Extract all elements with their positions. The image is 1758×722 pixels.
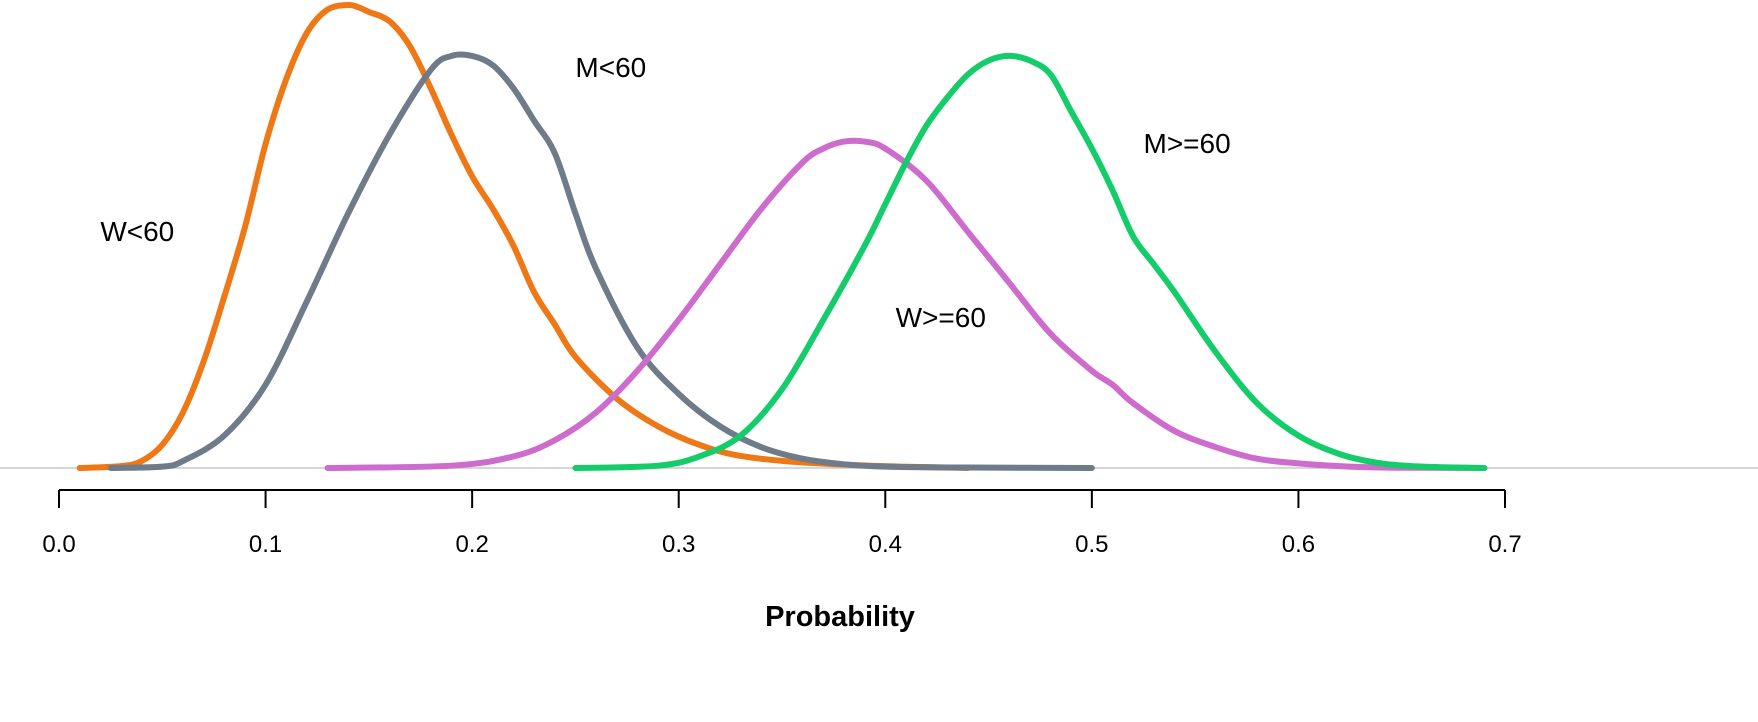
series-labels: W<60 M<60 W>=60 M>=60 [100,52,1230,333]
series-label-1: W<60 [100,216,174,247]
x-tick-label: 0.1 [249,531,282,558]
density-curve-1 [76,1,971,471]
x-tick-label: 0.7 [1488,531,1521,558]
x-tick-label: 0.6 [1282,531,1315,558]
x-tick-label: 0.4 [869,531,902,558]
x-axis: 0.0 0.1 0.2 0.3 0.4 0.5 0.6 0.7 [42,489,1522,558]
density-curve-2 [107,51,1095,471]
x-tick-label: 0.5 [1075,531,1108,558]
density-curve-3 [324,137,1488,471]
series-label-3: W>=60 [896,302,986,333]
x-tick-label: 0.3 [662,531,695,558]
curves-layer [76,1,1488,471]
x-tick-label: 0.2 [455,531,488,558]
density-curve-4 [572,52,1488,471]
series-label-4: M>=60 [1144,128,1231,159]
series-label-2: M<60 [575,52,646,83]
x-tick-label: 0.0 [42,531,75,558]
x-axis-title: Probability [765,601,915,633]
